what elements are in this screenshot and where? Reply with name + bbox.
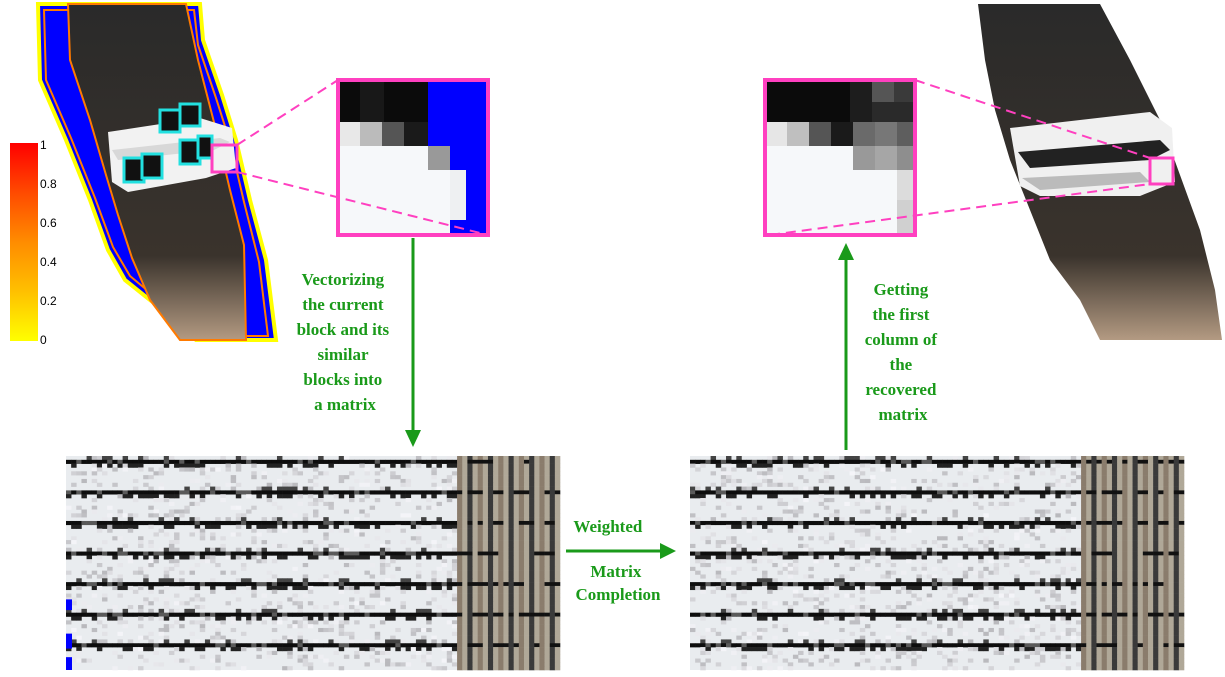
zoom-guide-top-right xyxy=(914,79,1151,159)
recover-line: column of xyxy=(865,330,938,349)
zoom-frame-left xyxy=(336,78,490,237)
down-arrow-icon xyxy=(405,238,421,447)
completion-line: Completion xyxy=(576,585,662,604)
recover-line: Getting xyxy=(873,280,928,299)
recover-line: the xyxy=(890,355,913,374)
masked-leg-image xyxy=(35,2,279,342)
completion-label: Weighted Matrix Completion xyxy=(573,517,661,604)
orange-contour-inner xyxy=(66,3,248,341)
colorbar-ticks: 1 0.8 0.6 0.4 0.2 0 xyxy=(40,138,57,347)
right-arrow-icon xyxy=(566,543,676,559)
colorbar-tick-label: 1 xyxy=(40,138,47,152)
zoom-frame-right xyxy=(763,78,917,237)
recovered-block xyxy=(1148,156,1175,186)
completion-line: Matrix xyxy=(590,562,641,581)
zoom-guide-bottom xyxy=(236,171,489,236)
up-arrow-icon xyxy=(838,243,854,450)
colorbar-tick-label: 0.6 xyxy=(40,216,57,230)
vectorize-line: the current xyxy=(302,295,384,314)
recover-line: the first xyxy=(872,305,929,324)
colorbar-tick-label: 0 xyxy=(40,333,47,347)
vectorize-line: blocks into xyxy=(303,370,382,389)
colorbar-tick-label: 0.4 xyxy=(40,255,57,269)
recover-label: Getting the first column of the recovere… xyxy=(865,280,942,424)
zoom-patch-left xyxy=(336,78,490,237)
recovered-matrix xyxy=(690,456,1185,671)
vectorize-line: a matrix xyxy=(314,395,376,414)
colorbar-tick-label: 0.8 xyxy=(40,177,57,191)
vectorize-label: Vectorizing the current block and its si… xyxy=(297,270,394,414)
recovered-leg-image xyxy=(978,4,1222,340)
recover-line: matrix xyxy=(878,405,928,424)
zoom-guide-top xyxy=(236,79,339,146)
zoom-patch-right xyxy=(763,78,917,237)
vectorize-line: Vectorizing xyxy=(302,270,385,289)
vectorize-line: similar xyxy=(318,345,369,364)
colorbar-tick-label: 0.2 xyxy=(40,294,57,308)
colorbar: 1 0.8 0.6 0.4 0.2 0 xyxy=(10,138,57,347)
similar-block-matrix xyxy=(66,456,561,671)
completion-line: Weighted xyxy=(573,517,642,536)
similar-blocks xyxy=(122,102,214,184)
recover-line: recovered xyxy=(865,380,937,399)
current-block xyxy=(210,143,239,174)
vectorize-line: block and its xyxy=(297,320,390,339)
